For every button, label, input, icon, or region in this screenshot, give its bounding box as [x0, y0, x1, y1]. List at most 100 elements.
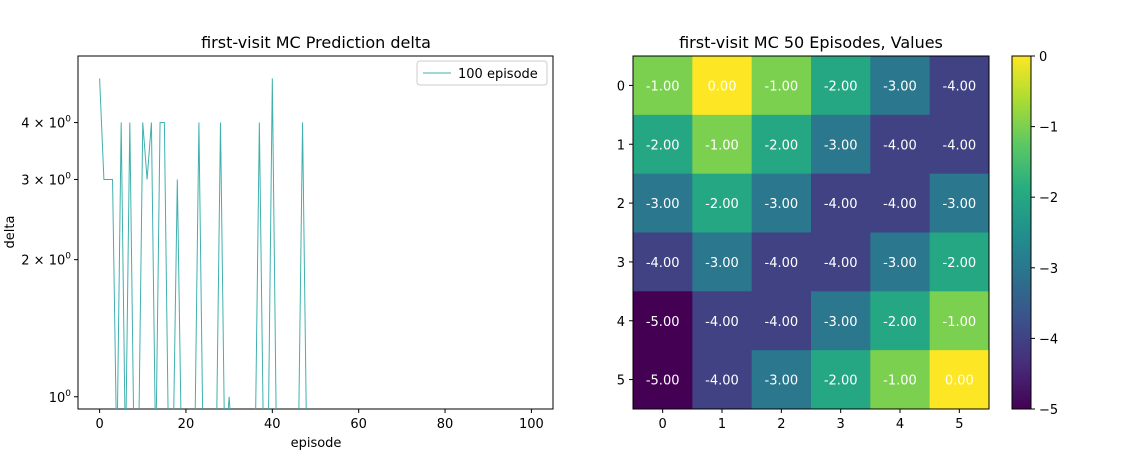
- heatmap-cell-label: -3.00: [883, 256, 917, 271]
- heatmap-x-tick-label: 5: [955, 417, 963, 432]
- heatmap-cell-label: -4.00: [883, 138, 917, 153]
- heatmap-title: first-visit MC 50 Episodes, Values: [679, 33, 943, 52]
- heatmap-cell: [870, 291, 931, 351]
- line-y-axis-label: delta: [3, 216, 18, 249]
- heatmap-cell: [870, 350, 931, 410]
- heatmap-y-tick-label: 1: [617, 138, 625, 153]
- legend-box: [416, 60, 548, 86]
- heatmap-cell: [751, 114, 812, 175]
- heatmap-cell-label: -3.00: [765, 374, 799, 389]
- heatmap-cell-label: -4.00: [646, 256, 680, 271]
- heatmap-cell: [751, 291, 812, 351]
- heatmap-cell: [751, 56, 812, 116]
- heatmap-y-tick-label: 4: [617, 315, 625, 330]
- heatmap-cell-label: -4.00: [943, 79, 977, 94]
- heatmap-cell: [811, 114, 871, 175]
- heatmap-y-tick-label: 3: [617, 256, 625, 271]
- legend-label-100-episode: 100 episode: [458, 67, 538, 82]
- heatmap-cell: [751, 232, 812, 292]
- heatmap-cell-label: -3.00: [824, 138, 858, 153]
- heatmap-cell: [870, 56, 931, 116]
- heatmap-cell-label: -2.00: [943, 256, 977, 271]
- heatmap-cell-label: -1.00: [883, 374, 917, 389]
- colorbar-tick-label: −4: [1039, 332, 1058, 347]
- heatmap-cell: [692, 232, 753, 292]
- heatmap-cell: [929, 232, 990, 292]
- heatmap-cell-label: -4.00: [705, 315, 739, 330]
- heatmap-cell-label: -2.00: [765, 138, 799, 153]
- heatmap-cell-label: -3.00: [883, 79, 917, 94]
- heatmap-cell: [929, 56, 990, 116]
- heatmap-x-tick-label: 3: [837, 417, 845, 432]
- colorbar-tick-label: −3: [1039, 262, 1058, 277]
- heatmap-cell: [929, 291, 990, 351]
- heatmap-cell-label: -2.00: [824, 79, 858, 94]
- heatmap-cell: [692, 173, 753, 233]
- heatmap-x-tick-label: 0: [659, 417, 667, 432]
- heatmap-cell-label: -2.00: [646, 138, 680, 153]
- heatmap-cell-label: -5.00: [646, 315, 680, 330]
- heatmap-y-ticks: 0 1 2 3 4 5: [617, 79, 633, 389]
- heatmap-cell: [633, 56, 693, 116]
- heatmap-frame: [632, 55, 990, 410]
- heatmap-cell: [692, 350, 753, 410]
- line-y-tick-label: 2 × 100: [21, 252, 71, 269]
- heatmap-cell: [929, 173, 990, 233]
- heatmap-cell-label: -3.00: [824, 315, 858, 330]
- heatmap-cell-label: -1.00: [646, 79, 680, 94]
- line-x-tick-label: 0: [95, 417, 103, 432]
- heatmap-cell: [870, 232, 931, 292]
- heatmap-cell-label: -4.00: [943, 138, 977, 153]
- heatmap-cell-label: -3.00: [646, 197, 680, 212]
- heatmap-cell-label: -3.00: [765, 197, 799, 212]
- line-x-tick-label: 20: [178, 417, 195, 432]
- heatmap-cell: [929, 350, 990, 410]
- heatmap-cell-label: 0.00: [708, 79, 737, 94]
- colorbar: [1011, 55, 1032, 410]
- line-legend: 100 episode: [416, 60, 548, 86]
- heatmap-cell-label: -3.00: [705, 256, 739, 271]
- heatmap-cell: [692, 291, 753, 351]
- line-x-axis-label: episode: [291, 436, 342, 451]
- heatmap-cell: [811, 350, 871, 410]
- heatmap-cell-label: -3.00: [943, 197, 977, 212]
- heatmap-y-tick-label: 0: [617, 79, 625, 94]
- heatmap-cell: [633, 173, 693, 233]
- line-y-tick-label: 4 × 100: [21, 115, 71, 132]
- line-plot-area: [77, 55, 554, 410]
- heatmap-cell: [692, 114, 753, 175]
- heatmap-cell-label: -1.00: [705, 138, 739, 153]
- heatmap-cell: [870, 173, 931, 233]
- colorbar-tick-label: 0: [1039, 50, 1047, 65]
- heatmap-cell-label: 0.00: [945, 374, 974, 389]
- heatmap-y-tick-label: 2: [617, 197, 625, 212]
- heatmap-cell-label: -4.00: [765, 315, 799, 330]
- heatmap-x-tick-label: 2: [777, 417, 785, 432]
- heatmap-x-tick-label: 4: [896, 417, 904, 432]
- line-y-ticks: 100 2 × 100 3 × 100 4 × 100: [21, 115, 78, 406]
- heatmap-cell: [811, 232, 871, 292]
- delta-line-chart: first-visit MC Prediction delta 0 20 40 60 8…: [3, 33, 554, 451]
- heatmap-cell-label: -2.00: [824, 374, 858, 389]
- heatmap-cell-label: -4.00: [705, 374, 739, 389]
- heatmap-x-ticks: 0 1 2 3 4 5: [659, 409, 963, 432]
- heatmap-x-tick-label: 1: [718, 417, 726, 432]
- line-x-tick-label: 80: [437, 417, 454, 432]
- heatmap-cell-label: -4.00: [824, 197, 858, 212]
- heatmap-cell: [811, 173, 871, 233]
- heatmap-cell: [929, 114, 990, 175]
- heatmap-cell: [751, 350, 812, 410]
- heatmap-cell: [811, 56, 871, 116]
- heatmap-cell: [633, 350, 693, 410]
- heatmap-cell: [811, 291, 871, 351]
- heatmap-cell: [633, 232, 693, 292]
- heatmap-cells: -1.00 0.00 -1.00 -2.00 -3.00 -4.00 -2.00 -1.00 -…: [633, 56, 990, 410]
- heatmap-cell: [870, 114, 931, 175]
- heatmap-cell: [692, 56, 753, 116]
- heatmap-cell-label: -2.00: [883, 315, 917, 330]
- heatmap-cell-label: -5.00: [646, 374, 680, 389]
- heatmap-cell: [751, 173, 812, 233]
- line-y-tick-label: 3 × 100: [21, 171, 71, 188]
- colorbar-tick-label: −2: [1039, 191, 1058, 206]
